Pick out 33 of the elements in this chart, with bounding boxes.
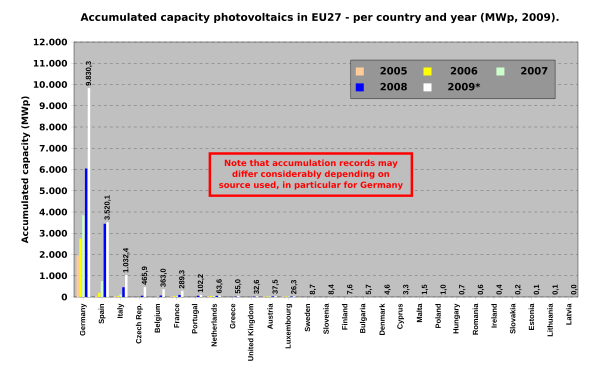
y-tick-label: 4.000 [40, 208, 68, 216]
y-tick-label: 0 [62, 294, 68, 300]
y-tick-label: 11.000 [34, 60, 68, 67]
legend-label: 2005 [380, 67, 407, 75]
bar [106, 222, 109, 297]
legend-label: 2007 [521, 67, 548, 75]
y-tick-label: 2.000 [40, 251, 68, 258]
y-tick-label: 3.000 [40, 230, 68, 237]
chart-title: Accumulated capacity photovoltaics in EU27 - per country and year (MWp, 2009). [80, 12, 558, 24]
y-tick-label: 12.000 [34, 38, 68, 46]
bar [125, 275, 128, 297]
bar [98, 292, 100, 297]
bar [76, 256, 79, 297]
y-tick-label: 10.000 [34, 81, 68, 88]
legend-label: 2006 [450, 67, 478, 75]
bar [104, 224, 106, 297]
y-tick-label: 1.000 [40, 272, 68, 280]
y-tick-label: 9.000 [40, 102, 68, 110]
y-tick-label: 5.000 [40, 187, 68, 194]
bar [144, 287, 146, 297]
y-tick-label: 6.000 [40, 166, 68, 173]
y-axis-title: Accumulated capacity (MWp) [21, 96, 30, 244]
y-tick-label: 7.000 [40, 144, 68, 152]
bar [82, 215, 85, 297]
bar [162, 289, 165, 297]
legend-label: 2009* [448, 82, 480, 90]
y-tick-label: 8.000 [40, 124, 68, 130]
legend-label: 2008 [380, 82, 407, 90]
bar [88, 88, 90, 297]
bar [181, 290, 184, 297]
bar [84, 168, 88, 297]
annotation: Note that accumulation records may differ considerably depending on source used, in particular for Germany [219, 160, 403, 190]
bar [119, 294, 122, 297]
